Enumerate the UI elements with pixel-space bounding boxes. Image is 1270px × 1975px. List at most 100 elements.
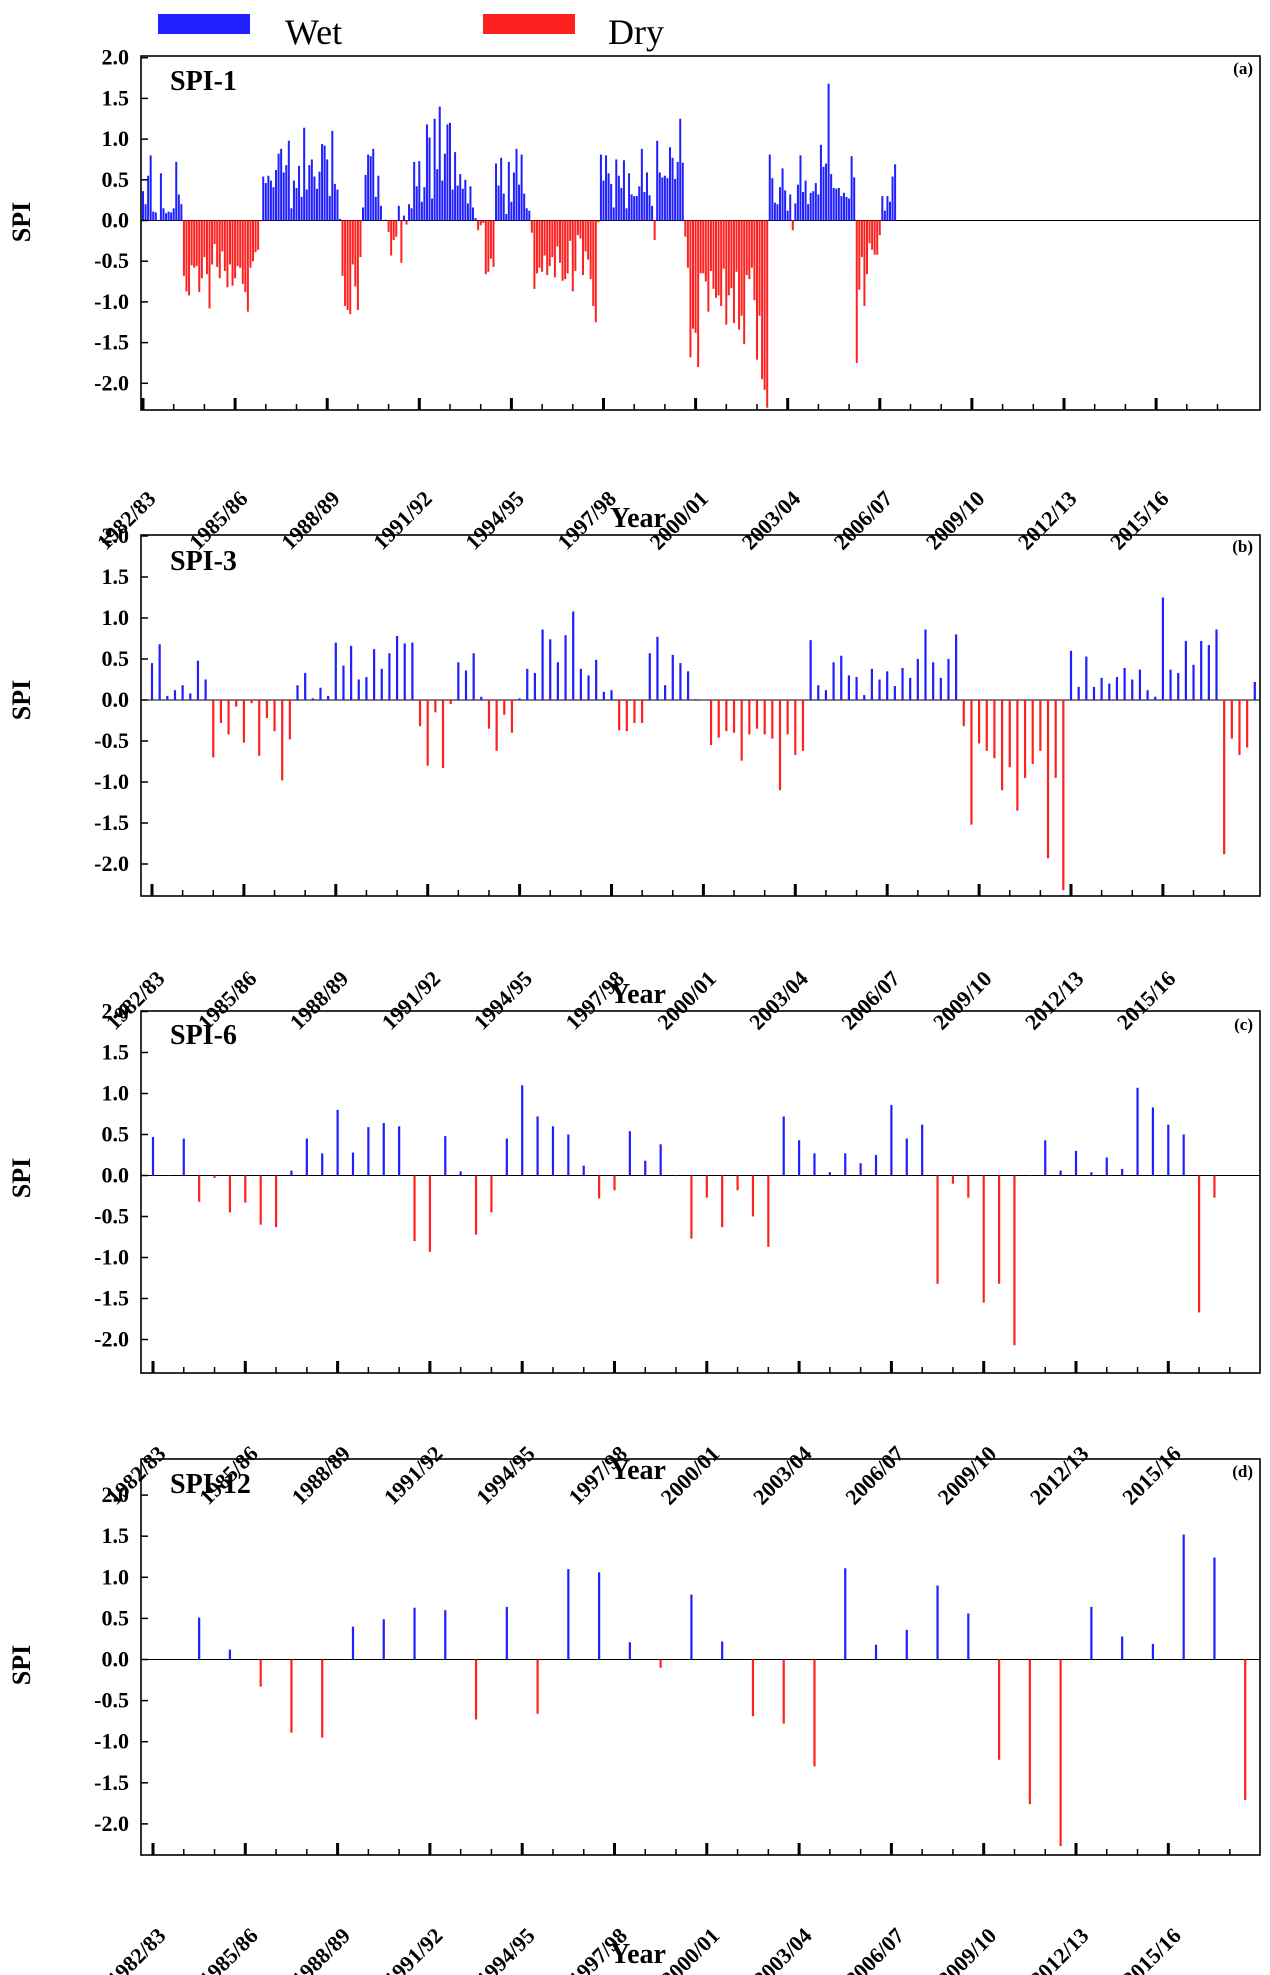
wet-bar xyxy=(909,677,912,700)
dry-bar xyxy=(865,220,868,275)
wet-bar xyxy=(659,1144,662,1176)
dry-bar xyxy=(218,220,221,279)
wet-bar xyxy=(165,213,168,221)
dry-bar xyxy=(405,220,408,225)
wet-bar xyxy=(1253,681,1256,700)
wet-bar xyxy=(282,172,285,221)
x-tick-label: 1988/89 xyxy=(285,966,354,1035)
dry-bar xyxy=(354,220,357,287)
wet-bar xyxy=(315,188,318,221)
y-tick-label: 0.5 xyxy=(102,1605,130,1630)
dry-bar xyxy=(686,220,689,268)
y-tick-label: 0.5 xyxy=(102,646,130,671)
dry-bar xyxy=(763,700,766,735)
wet-bar xyxy=(144,204,147,221)
wet-bar xyxy=(1192,664,1195,700)
wet-bar xyxy=(681,162,684,221)
dry-bar xyxy=(1016,700,1019,811)
wet-bar xyxy=(413,1607,416,1660)
dry-bar xyxy=(860,220,863,258)
wet-bar xyxy=(507,161,510,221)
y-tick-label: 1.0 xyxy=(102,1081,130,1106)
wet-bar xyxy=(438,106,441,221)
y-tick-label: 1.5 xyxy=(102,1523,130,1548)
wet-bar xyxy=(644,1160,647,1176)
y-tick-label: 2.0 xyxy=(102,1482,130,1507)
wet-bar xyxy=(326,159,329,221)
dry-bar xyxy=(743,220,746,345)
wet-bar xyxy=(686,671,690,700)
y-axis-label: SPI xyxy=(7,680,36,720)
panel-title: SPI-1 xyxy=(170,66,237,97)
dry-bar xyxy=(748,220,751,280)
y-tick-label: 0.5 xyxy=(102,167,130,192)
wet-bar xyxy=(1074,1150,1078,1176)
x-tick-label: 2012/13 xyxy=(1025,1441,1094,1510)
panels: 2.0 1.5 1.0 0.5 0.0 -0.5 -1.0 -1.5 -2.0 1982/83 19… xyxy=(7,45,1261,1975)
dry-bar xyxy=(997,1175,1001,1284)
dry-bar xyxy=(228,220,231,265)
wet-bar xyxy=(814,183,817,221)
dry-bar xyxy=(813,1659,816,1767)
dry-bar xyxy=(205,220,208,275)
wet-bar xyxy=(1213,1557,1216,1660)
wet-bar xyxy=(881,196,884,221)
wet-bar xyxy=(448,122,451,221)
y-tick-label: -2.0 xyxy=(94,370,129,395)
dry-bar xyxy=(503,700,506,715)
dry-bar xyxy=(1039,700,1042,751)
plot-frame xyxy=(140,1010,1261,1374)
wet-bar xyxy=(295,187,298,221)
dry-bar xyxy=(863,220,866,306)
wet-bar xyxy=(328,196,331,221)
wet-bar xyxy=(853,177,856,221)
wet-bar xyxy=(819,144,822,221)
dry-bar xyxy=(786,700,789,735)
wet-bar xyxy=(495,163,498,221)
dry-bar xyxy=(341,220,344,276)
x-tick-label: 1991/92 xyxy=(377,966,446,1035)
wet-bar xyxy=(402,215,405,221)
dry-bar xyxy=(281,700,284,781)
wet-bar xyxy=(1092,686,1096,700)
wet-bar xyxy=(385,219,388,221)
dry-bar xyxy=(474,1659,478,1720)
wet-bar xyxy=(170,212,173,221)
dry-bar xyxy=(258,700,261,756)
dry-bar xyxy=(274,1175,278,1228)
dry-bar xyxy=(794,700,797,755)
wet-bar xyxy=(1077,686,1080,700)
wet-bar xyxy=(605,155,608,221)
wet-bar xyxy=(323,145,326,221)
dry-bar xyxy=(738,220,741,330)
x-tick-label: 2012/13 xyxy=(1020,966,1089,1035)
y-tick-label: -1.0 xyxy=(94,1729,129,1754)
wet-bar xyxy=(1138,669,1142,700)
wet-bar xyxy=(1151,1643,1155,1660)
dry-bar xyxy=(978,700,981,744)
dry-bar xyxy=(712,220,715,289)
dry-bar xyxy=(479,220,482,226)
dry-bar xyxy=(234,220,237,279)
wet-bar xyxy=(436,169,439,221)
wet-bar xyxy=(357,679,360,700)
wet-bar xyxy=(847,675,851,700)
wet-bar xyxy=(1059,1170,1062,1176)
wet-bar xyxy=(526,668,529,700)
wet-bar xyxy=(277,153,280,221)
wet-bar xyxy=(180,204,183,221)
wet-bar xyxy=(1090,1606,1093,1660)
wet-bar xyxy=(321,143,324,221)
wet-bar xyxy=(451,189,454,221)
dry-bar xyxy=(346,220,349,311)
dry-bar xyxy=(227,700,230,735)
wet-bar xyxy=(1123,668,1126,700)
wet-bar xyxy=(338,218,341,221)
dry-bar xyxy=(684,220,687,237)
wet-bar xyxy=(886,671,889,700)
wet-bar xyxy=(842,192,845,221)
wet-bar xyxy=(628,1642,631,1660)
dry-bar xyxy=(771,700,774,739)
wet-bar xyxy=(528,210,531,221)
